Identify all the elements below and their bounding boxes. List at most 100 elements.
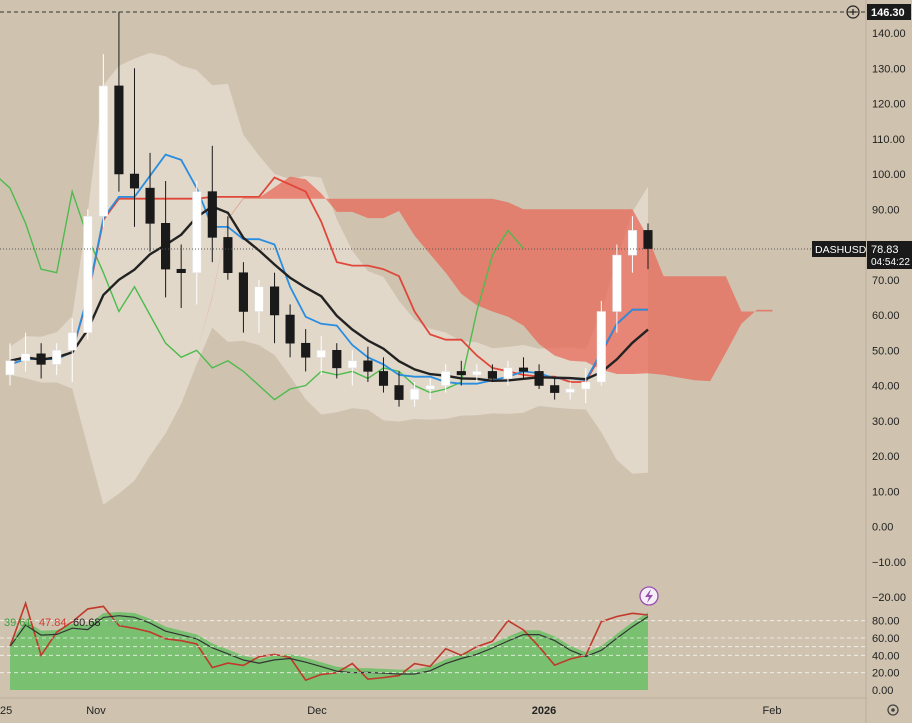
candle-body	[550, 385, 560, 393]
price-tick-label: 90.00	[872, 204, 900, 216]
candle-body	[238, 272, 248, 312]
gear-icon[interactable]	[887, 704, 899, 716]
candle-body	[627, 230, 638, 256]
legend-value-4: 67.87	[107, 617, 135, 629]
candle-body	[565, 388, 575, 393]
candle-body	[52, 350, 62, 365]
candle-body	[129, 173, 140, 189]
gear-icon-ring	[887, 704, 899, 716]
oscillator-tick-label: 0.00	[872, 685, 893, 697]
price-tick-label: 130.00	[872, 63, 906, 75]
oscillator-tick-label: 60.00	[872, 633, 900, 645]
candle-body	[581, 381, 591, 390]
oscillator-tick-label: 40.00	[872, 650, 900, 662]
add-icon[interactable]	[846, 5, 860, 19]
candle-body	[254, 286, 264, 312]
symbol-price-marker[interactable]: DASHUSD 78.83 04:54:22	[812, 241, 912, 269]
candle-body	[161, 223, 171, 270]
last-price-box	[867, 241, 912, 269]
candle-body	[503, 367, 513, 379]
price-tick-label: 0.00	[872, 522, 893, 534]
candle-body	[316, 350, 326, 358]
candle-body	[83, 216, 93, 333]
time-tick-label: Nov	[86, 705, 106, 717]
candle-body	[270, 286, 280, 316]
legend-value-2: 47.84	[39, 617, 67, 629]
candle-body	[347, 360, 357, 369]
candle-body	[145, 187, 155, 224]
candle-body	[223, 237, 233, 273]
price-tick-label: 70.00	[872, 275, 900, 287]
candle-body	[487, 371, 497, 379]
candle-body	[534, 371, 544, 386]
oscillator-tick-label: 20.00	[872, 668, 900, 680]
candle-body	[612, 254, 622, 312]
price-tick-label: 60.00	[872, 310, 900, 322]
candle-body	[441, 371, 451, 386]
oscillator-pane	[0, 600, 866, 690]
candle-body	[472, 371, 482, 376]
candle-body	[207, 191, 217, 238]
candle-body	[67, 332, 77, 351]
oscillator-line-slow	[9, 615, 649, 675]
price-tick-label: 110.00	[872, 134, 905, 146]
oscillator-fill	[10, 612, 648, 690]
last-price-value: 78.83	[871, 244, 899, 256]
high-price-box	[867, 4, 911, 20]
candle-body	[410, 388, 420, 400]
time-tick-label: Feb	[763, 705, 782, 717]
candle-body	[98, 85, 108, 217]
candle-body	[192, 191, 202, 273]
candle-body	[394, 385, 404, 400]
candle-body	[425, 385, 435, 390]
oscillator-tick-label: 80.00	[872, 616, 900, 628]
candle-body	[363, 360, 373, 372]
lightning-icon-glyph	[645, 589, 653, 603]
candle-body	[176, 268, 186, 273]
symbol-box	[812, 241, 866, 257]
price-tick-label: 20.00	[872, 451, 900, 463]
candle-body	[456, 371, 466, 376]
price-axis[interactable]: 140.00130.00120.00110.00100.0090.0080.00…	[872, 28, 906, 604]
candle-body	[285, 314, 295, 344]
oscillator-legend: 39.61 47.84 60.68 67.87	[4, 617, 135, 629]
lightning-icon[interactable]	[639, 586, 659, 606]
gear-icon-center	[891, 708, 895, 712]
symbol-label: DASHUSD	[815, 244, 867, 256]
price-tick-label: 10.00	[872, 486, 900, 498]
oscillator-axis[interactable]: 80.00 60.00 40.00 20.00 0.00	[872, 616, 900, 697]
price-tick-label: 30.00	[872, 416, 900, 428]
price-tick-label: 50.00	[872, 345, 900, 357]
candle-body	[378, 371, 389, 386]
time-axis[interactable]: 25 Nov Dec 2026 Feb	[0, 705, 781, 717]
price-tick-label: −10.00	[872, 557, 906, 569]
bar-countdown: 04:54:22	[871, 257, 910, 268]
time-tick-label: Dec	[307, 705, 327, 717]
candle-body	[518, 367, 529, 372]
price-tick-label: 120.00	[872, 99, 906, 111]
candle-body	[5, 360, 15, 376]
legend-value-1: 39.61	[4, 617, 32, 629]
candle-body	[301, 342, 311, 358]
candle-body	[21, 353, 31, 362]
oscillator-line-fast	[9, 600, 649, 682]
high-price-marker[interactable]: 146.30	[846, 4, 911, 20]
price-tick-label: −20.00	[872, 592, 906, 604]
time-tick-label: 2026	[532, 705, 556, 717]
time-tick-label: 25	[0, 705, 12, 717]
candle-body	[332, 350, 342, 369]
candle-body	[643, 230, 653, 249]
candlestick-series	[5, 11, 653, 407]
price-tick-label: 100.00	[872, 169, 906, 181]
price-tick-label: 40.00	[872, 381, 900, 393]
bollinger-band-fill	[10, 52, 648, 505]
high-price-value: 146.30	[871, 7, 905, 19]
legend-value-3: 60.68	[73, 617, 101, 629]
candle-body	[596, 311, 606, 383]
candle-body	[36, 353, 46, 365]
candle-body	[114, 85, 124, 175]
price-tick-label: 140.00	[872, 28, 906, 40]
lagging-span-line	[0, 178, 525, 401]
